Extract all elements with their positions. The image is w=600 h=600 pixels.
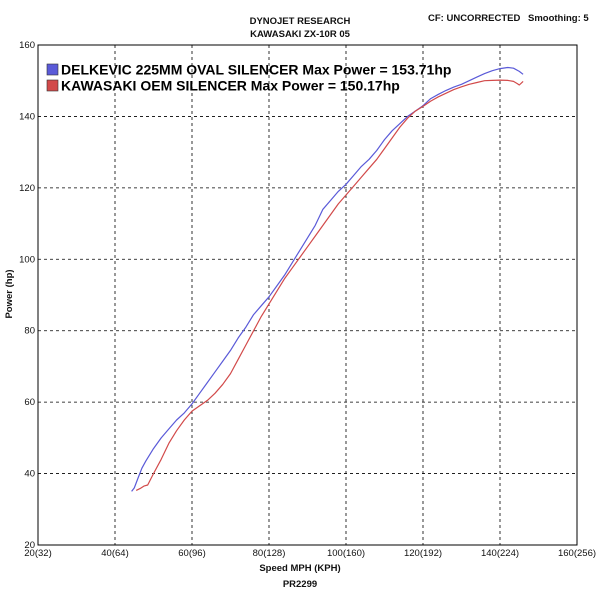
x-tick-label: 100(160) <box>327 548 365 559</box>
plot-border <box>37 44 578 546</box>
y-tick-label: 160 <box>19 40 35 51</box>
legend-swatch <box>46 63 59 76</box>
footer-run-id: PR2299 <box>283 579 317 590</box>
legend-label: KAWASAKI OEM SILENCER Max Power = 150.17… <box>61 78 400 94</box>
header-company: DYNOJET RESEARCH <box>250 16 351 27</box>
x-tick-label: 140(224) <box>481 548 519 559</box>
header-cf: CF: UNCORRECTED <box>428 13 520 24</box>
series-line-2 <box>135 79 524 491</box>
x-tick-label: 20(32) <box>24 548 51 559</box>
y-tick-label: 140 <box>19 111 35 122</box>
x-tick-label: 40(64) <box>101 548 128 559</box>
y-tick-label: 40 <box>24 469 35 480</box>
y-tick-label: 20 <box>24 540 35 551</box>
x-tick-label: 120(192) <box>404 548 442 559</box>
y-tick-label: 100 <box>19 254 35 265</box>
x-tick-label: 80(128) <box>253 548 286 559</box>
y-axis-label: Power (hp) <box>4 269 15 318</box>
y-tick-label: 120 <box>19 183 35 194</box>
series-line-1 <box>131 66 524 492</box>
y-axis-ticks: 20 40 60 80 100 120 140 160 <box>19 40 35 551</box>
x-axis-ticks: 20(32) 40(64) 60(96) 80(128) 100(160) 120(192… <box>24 548 596 559</box>
legend-label: DELKEVIC 225MM OVAL SILENCER Max Power =… <box>61 62 451 78</box>
legend: DELKEVIC 225MM OVAL SILENCER Max Power =… <box>46 62 451 94</box>
x-axis-label: Speed MPH (KPH) <box>259 563 340 574</box>
header-model: KAWASAKI ZX-10R 05 <box>250 29 350 40</box>
y-tick-label: 60 <box>24 397 35 408</box>
plot-area <box>37 44 578 546</box>
legend-swatch <box>46 79 59 92</box>
grid-lines <box>38 45 577 545</box>
x-tick-label: 160(256) <box>558 548 596 559</box>
y-tick-label: 80 <box>24 326 35 337</box>
x-tick-label: 60(96) <box>178 548 205 559</box>
header-smoothing: Smoothing: 5 <box>528 13 589 24</box>
series-lines <box>131 66 524 492</box>
